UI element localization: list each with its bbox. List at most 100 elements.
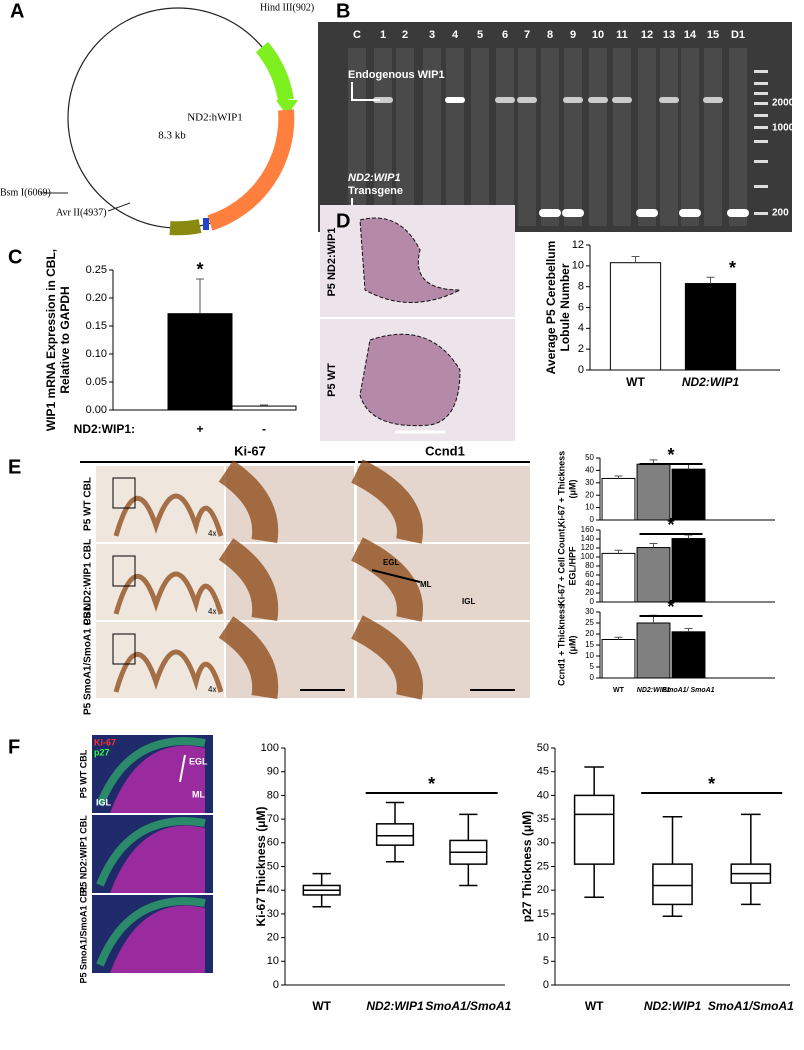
ladder-band	[754, 126, 768, 129]
lane	[704, 48, 722, 226]
lane	[613, 48, 631, 226]
band	[563, 97, 583, 103]
x-tick-label: ND2:WIP1	[644, 999, 702, 1013]
x-tick-label: SmoA1/SmoA1	[708, 999, 794, 1013]
lane	[518, 48, 536, 226]
bar	[671, 468, 706, 521]
whisker	[662, 815, 683, 865]
egl-marker	[371, 569, 421, 583]
y-tick-label: 50	[537, 742, 549, 754]
tissue	[359, 217, 461, 303]
stain	[113, 571, 224, 615]
y-tick-label: 30	[267, 908, 279, 920]
stain-label: Ki-67	[94, 737, 116, 747]
x-tick-label: WT	[613, 687, 625, 694]
stain	[351, 459, 423, 544]
y-tick-label: 10	[267, 955, 279, 967]
stain	[218, 460, 279, 544]
row-label: P5 SmoA1/SmoA1 CBL	[83, 605, 94, 715]
y-tick-label: 0	[273, 979, 279, 991]
lane	[423, 48, 441, 226]
y-tick-label: 70	[267, 813, 279, 825]
y-tick-label: 50	[585, 453, 594, 462]
layer-label: EGL	[383, 558, 400, 567]
ladder-label: 200	[772, 208, 789, 219]
significance: *	[196, 260, 203, 280]
stain-label: p27	[94, 747, 110, 757]
egl-marker	[179, 754, 186, 783]
stain	[96, 897, 206, 967]
error-bar	[706, 276, 715, 284]
lane-label: 8	[547, 29, 553, 41]
y-tick-label: 10	[537, 932, 549, 944]
plasmid-name: ND2:hWIP1	[187, 112, 243, 124]
error-bar	[684, 628, 693, 632]
y-tick-label: 12	[572, 239, 584, 251]
y-tick-label: 10	[572, 260, 584, 272]
y-axis-title: EGL/HPF	[567, 546, 577, 586]
y-tick-label: 100	[261, 742, 279, 754]
y-axis-title: Ki-67 + Cell Count,	[556, 526, 566, 606]
lane	[374, 48, 392, 226]
bar	[636, 463, 671, 521]
band	[517, 97, 537, 103]
bar	[601, 639, 636, 679]
y-tick-label: 120	[581, 543, 595, 552]
y-tick-label: 30	[537, 837, 549, 849]
inset-box	[112, 633, 136, 665]
stain	[96, 737, 206, 807]
bar	[671, 538, 706, 603]
y-tick-label: 90	[267, 766, 279, 778]
band	[495, 97, 515, 103]
y-tick-label: 20	[537, 884, 549, 896]
y-axis-title: Relative to GAPDH	[58, 286, 72, 393]
layer-label: IGL	[96, 797, 112, 807]
inset-box	[112, 477, 136, 509]
lane	[638, 48, 656, 226]
lane-label: 3	[429, 29, 435, 41]
whisker	[584, 864, 604, 899]
whisker	[662, 904, 683, 918]
band	[612, 97, 632, 103]
error-bar	[614, 549, 623, 554]
significance: *	[667, 597, 674, 617]
y-tick-label: 80	[267, 789, 279, 801]
y-axis-title: Lobule Number	[558, 263, 572, 351]
lane	[660, 48, 678, 226]
lane-label: 14	[684, 29, 697, 41]
y-tick-label: 140	[581, 534, 595, 543]
y-tick-label: 40	[267, 884, 279, 896]
lane	[729, 48, 747, 226]
box	[652, 863, 693, 906]
magnification: 4x	[208, 529, 216, 538]
stain	[218, 616, 279, 700]
ladder-band	[754, 102, 768, 105]
stain	[351, 537, 423, 622]
bar	[231, 405, 297, 411]
whisker	[584, 766, 604, 796]
y-tick-label: 60	[267, 837, 279, 849]
y-tick-label: 40	[585, 579, 594, 588]
y-tick-label: 20	[585, 629, 594, 638]
y-tick-label: 5	[590, 662, 595, 671]
y-axis-title: (μM)	[567, 479, 577, 498]
column-header: Ki-67	[234, 443, 266, 458]
gel-label: Endogenous WIP1	[348, 69, 445, 81]
box	[573, 794, 615, 865]
error-bar	[196, 278, 204, 314]
segment	[203, 218, 209, 230]
tissue	[359, 333, 461, 427]
bar	[609, 262, 662, 371]
lane-label: 6	[502, 29, 508, 41]
y-tick-label: 0.25	[86, 264, 107, 276]
row-label: P5 ND2:WIP1 CBL	[78, 815, 88, 893]
y-axis-title: WIP1 mRNA Expression in CBL,	[44, 249, 58, 431]
stain	[96, 817, 206, 887]
y-tick-label: 0.20	[86, 292, 107, 304]
wip1-arc	[207, 109, 295, 231]
significance: *	[708, 774, 715, 794]
significance: *	[667, 515, 674, 535]
y-axis-title: Average P5 Cerebellum	[544, 241, 558, 375]
error-bar	[614, 636, 623, 640]
y-axis-title: Ki-67 + Thickness	[556, 451, 566, 527]
